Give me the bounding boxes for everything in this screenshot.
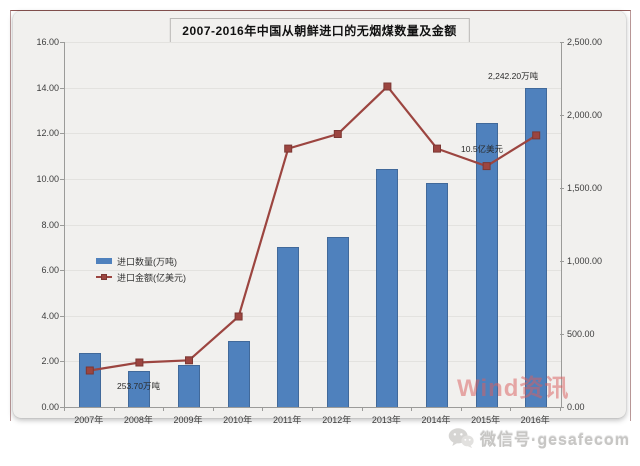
right-axis-tick: 2,000.00 — [567, 110, 603, 120]
wechat-icon — [448, 428, 474, 449]
data-label: 2,242.20万吨 — [488, 71, 539, 81]
bar-2014年 — [426, 183, 448, 407]
right-axis-tickmark — [560, 188, 564, 189]
x-axis-tickmark — [411, 407, 413, 411]
bar-2013年 — [376, 168, 399, 407]
x-axis-tickmark — [64, 407, 65, 411]
left-axis-tickmark — [60, 133, 64, 135]
line-swatch-icon — [96, 274, 112, 280]
bar-2009年 — [178, 364, 200, 407]
x-axis-tick: 2007年 — [74, 415, 104, 425]
x-axis-tickmark — [560, 407, 561, 411]
line-series — [85, 82, 541, 375]
x-axis-tickmark — [113, 407, 115, 411]
left-axis-tick: 6.00 — [41, 265, 59, 276]
bar-swatch-icon — [96, 258, 112, 264]
x-axis-tick: 2015年 — [471, 415, 501, 425]
left-axis-tick: 4.00 — [41, 310, 59, 321]
legend-item-quantity: 进口数量(万吨) — [96, 253, 186, 269]
left-axis-tickmark — [60, 407, 64, 408]
x-axis-tick: 2009年 — [173, 415, 203, 425]
right-axis-tickmark — [560, 407, 564, 408]
outer-frame — [10, 10, 631, 421]
x-axis-tickmark — [510, 407, 512, 411]
x-axis-tick: 2011年 — [273, 415, 302, 425]
right-axis-tick: 1,500.00 — [567, 183, 603, 193]
x-axis-tickmark — [262, 407, 264, 411]
left-axis-tickmark — [60, 361, 64, 363]
x-axis-tick: 2012年 — [322, 415, 352, 425]
bar-2016年 — [525, 87, 548, 407]
right-axis-tick: 1,000.00 — [567, 256, 603, 266]
chart-card: 2007-2016年中国从朝鲜进口的无烟煤数量及金额 进口数量(万吨) 进口金额… — [13, 11, 626, 425]
x-axis-tick: 2013年 — [371, 415, 401, 425]
legend-item-amount: 进口金额(亿美元) — [96, 269, 186, 285]
x-axis-tick: 2008年 — [123, 415, 153, 425]
bar-2012年 — [326, 237, 349, 407]
x-axis-tickmark — [361, 407, 363, 411]
footer: 微信号·gesafecom — [448, 426, 630, 450]
gridline — [65, 315, 561, 317]
left-axis-tick: 0.00 — [41, 402, 59, 412]
data-label: 253.70万吨 — [117, 381, 160, 391]
gridline — [65, 270, 561, 272]
legend-label-quantity: 进口数量(万吨) — [117, 256, 177, 267]
left-axis-tickmark — [60, 178, 64, 180]
right-axis-tickmark — [560, 42, 564, 43]
legend: 进口数量(万吨) 进口金额(亿美元) — [96, 253, 186, 285]
left-axis-tickmark — [60, 270, 64, 272]
data-label: 10.5亿美元 — [461, 144, 504, 154]
gridline — [65, 87, 561, 89]
gridline — [65, 42, 561, 43]
bar-2011年 — [277, 247, 300, 407]
chart-title: 2007-2016年中国从朝鲜进口的无烟煤数量及金额 — [169, 18, 470, 43]
right-axis-tick: 500.00 — [567, 329, 595, 339]
right-axis-tickmark — [560, 261, 564, 262]
x-axis-tick: 2010年 — [223, 415, 253, 425]
wind-watermark: Wind资讯 — [457, 375, 570, 402]
gridline — [65, 361, 561, 363]
x-axis-tick: 2016年 — [520, 415, 550, 425]
left-axis-tick: 16.00 — [36, 37, 59, 47]
wechat-id: 微信号·gesafecom — [480, 432, 630, 449]
bar-2015年 — [475, 123, 498, 407]
bar-2010年 — [227, 340, 250, 407]
left-axis-tickmark — [60, 315, 64, 317]
x-axis-tick: 2014年 — [421, 415, 451, 425]
plot-area: 进口数量(万吨) 进口金额(亿美元) Wind资讯 — [64, 42, 568, 408]
gridline — [65, 133, 561, 135]
gridline — [65, 178, 561, 180]
x-axis-tickmark — [212, 407, 214, 411]
left-axis-tick: 2.00 — [41, 356, 59, 367]
left-axis-tickmark — [60, 87, 64, 89]
right-axis-tickmark — [560, 115, 564, 116]
left-axis-tick: 12.00 — [36, 128, 59, 139]
left-axis-tickmark — [60, 42, 64, 43]
right-axis-tick: 0.00 — [567, 402, 585, 412]
left-axis-tick: 10.00 — [36, 173, 59, 184]
right-axis-tickmark — [560, 334, 564, 335]
x-axis-tickmark — [163, 407, 165, 411]
bar-2007年 — [78, 353, 101, 407]
bar-2008年 — [128, 370, 151, 407]
left-axis-tickmark — [60, 224, 64, 226]
right-axis-tick: 2,500.00 — [567, 37, 603, 47]
left-axis-tick: 8.00 — [41, 219, 59, 230]
gridline — [65, 224, 561, 226]
x-axis-tickmark — [460, 407, 462, 411]
x-axis-tickmark — [312, 407, 313, 411]
legend-label-amount: 进口金额(亿美元) — [117, 272, 186, 283]
left-axis-tick: 14.00 — [36, 82, 59, 93]
